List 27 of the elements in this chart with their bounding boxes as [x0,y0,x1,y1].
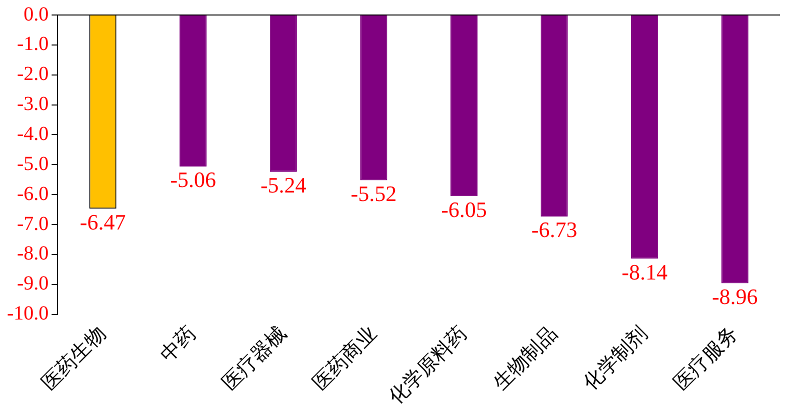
x-tick-label: 医药生物 [38,322,110,395]
y-tick-label: -1.0 [16,33,49,56]
y-tick-label: -2.0 [16,63,49,86]
data-label: -5.24 [260,172,306,198]
x-tick-label: 中药 [156,322,200,366]
data-label: -5.52 [350,181,397,206]
data-label: -6.47 [80,209,126,234]
x-tick-label: 化学制剂 [580,322,652,395]
data-label: -8.96 [712,284,758,309]
y-tick-label: -7.0 [16,212,49,235]
x-tick-label: 生物制品 [489,322,562,395]
data-label: -8.14 [622,259,668,284]
y-tick-label: 0.0 [24,3,49,26]
y-tick-label: -5.0 [16,152,49,175]
x-tick-label: 医药商业 [308,322,381,395]
x-tick-label: 医疗服务 [670,322,742,395]
data-label: -5.06 [170,167,216,192]
y-tick-label: -3.0 [16,93,49,116]
y-tick-label: -8.0 [16,242,49,265]
y-tick-label: -6.0 [16,182,49,205]
data-label: -6.73 [531,217,578,242]
y-tick-label: -10.0 [6,302,49,325]
y-tick-label: -9.0 [16,272,49,295]
x-tick-label: 化学原料药 [384,322,472,409]
data-label: -6.05 [441,196,487,222]
y-tick-label: -4.0 [16,122,49,145]
x-tick-label: 医疗器械 [218,322,291,395]
